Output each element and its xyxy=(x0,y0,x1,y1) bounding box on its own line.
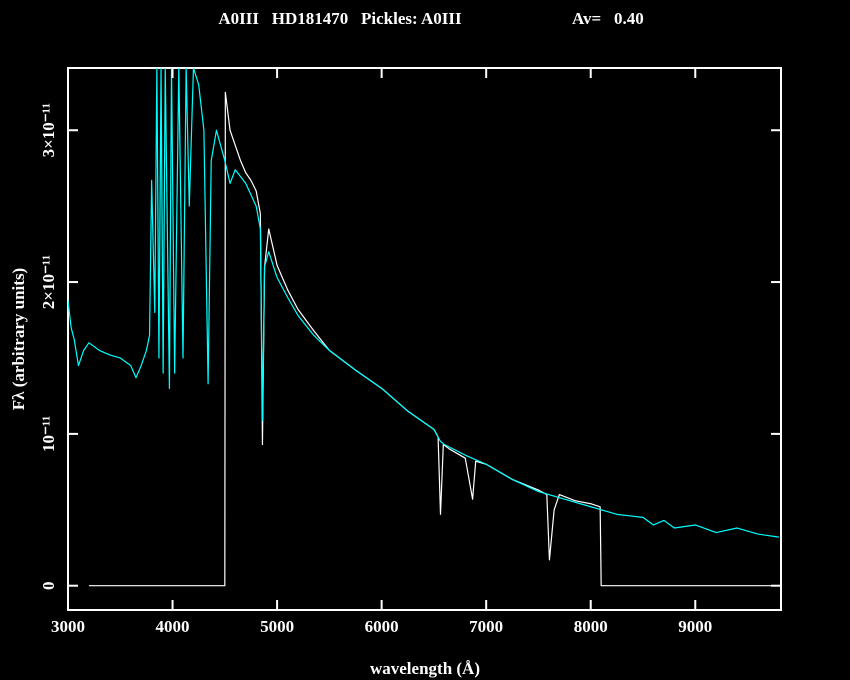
y-tick-label: 0 xyxy=(39,581,58,590)
x-axis-title: wavelength (Å) xyxy=(370,659,480,678)
chart-title: A0III HD181470 Pickles: A0III xyxy=(218,9,462,28)
x-tick-label: 4000 xyxy=(156,617,190,636)
y-axis-title: Fλ (arbitrary units) xyxy=(9,268,28,410)
annotation: Av= 0.40 xyxy=(572,9,644,28)
x-tick-label: 6000 xyxy=(365,617,399,636)
x-tick-label: 7000 xyxy=(469,617,503,636)
y-tick-label: 10⁻¹¹ xyxy=(39,416,58,452)
x-tick-label: 8000 xyxy=(574,617,608,636)
x-tick-label: 3000 xyxy=(51,617,85,636)
spectrum-line xyxy=(68,68,779,538)
x-tick-label: 5000 xyxy=(260,617,294,636)
spectrum-line xyxy=(88,91,779,587)
x-tick-label: 9000 xyxy=(678,617,712,636)
y-tick-label: 2×10⁻¹¹ xyxy=(39,255,58,309)
plot-frame xyxy=(67,67,782,611)
y-tick-label: 3×10⁻¹¹ xyxy=(39,103,58,157)
plot-area xyxy=(68,68,779,587)
